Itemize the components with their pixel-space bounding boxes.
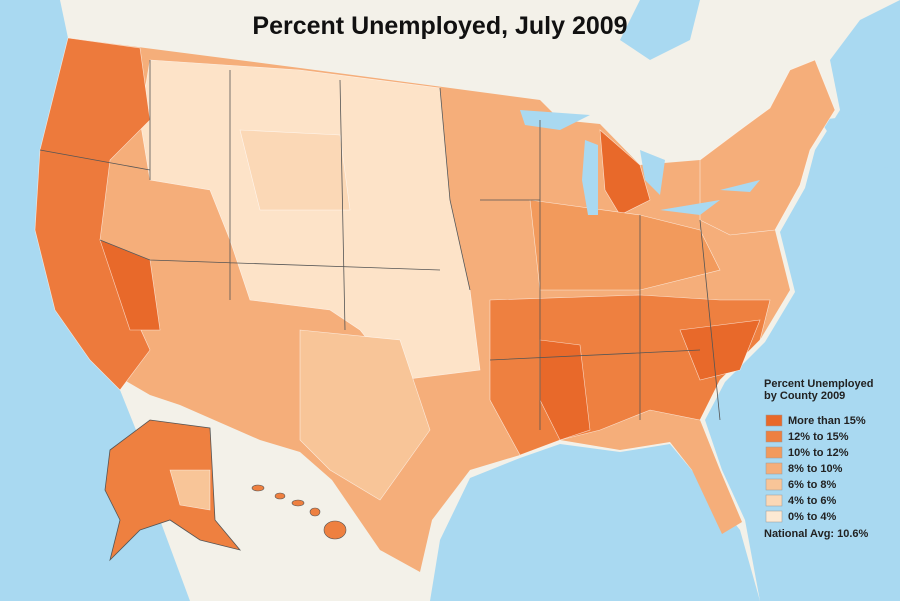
hawaii: [251, 484, 347, 540]
gulf-of-mexico: [430, 444, 760, 601]
gulf-of-st-lawrence: [820, 110, 900, 170]
map-title: Percent Unemployed, July 2009: [252, 12, 627, 40]
lake-superior: [520, 110, 590, 130]
legend-label: More than 15%: [788, 415, 866, 427]
legend-swatch: [765, 430, 783, 443]
alaska: [104, 419, 242, 562]
mountain-region: [239, 129, 351, 211]
northeast-region: [699, 59, 836, 236]
legend-swatch: [765, 462, 783, 475]
legend-swatch: [765, 510, 783, 523]
legend-note: National Avg: 10.6%: [764, 528, 869, 540]
lake-huron: [640, 150, 665, 195]
legend-label: 10% to 12%: [788, 447, 849, 459]
legend-swatch: [765, 446, 783, 459]
lake-michigan: [582, 140, 598, 215]
legend-swatch: [765, 478, 783, 491]
carolinas-region: [679, 319, 761, 381]
legend-label: 12% to 15%: [788, 431, 849, 443]
legend-title: Percent Unemployed: [764, 378, 873, 390]
legend-label: 4% to 6%: [788, 495, 837, 507]
hudson-bay: [620, 0, 700, 60]
legend-swatch: [765, 414, 783, 427]
legend-title: by County 2009: [764, 390, 845, 402]
texas-region: [299, 329, 431, 501]
legend-swatch: [765, 494, 783, 507]
legend-label: 0% to 4%: [788, 511, 837, 523]
lake-ontario: [720, 180, 760, 192]
legend-label: 8% to 10%: [788, 463, 843, 475]
michigan: [599, 129, 651, 216]
legend-label: 6% to 8%: [788, 479, 837, 491]
state-borders: [39, 60, 721, 430]
alaska-interior: [169, 469, 211, 511]
lake-erie: [660, 200, 720, 215]
